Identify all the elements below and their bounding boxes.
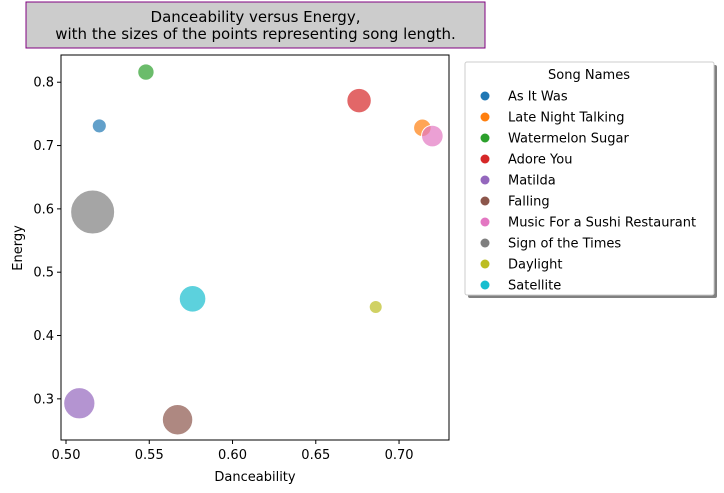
legend-marker: [480, 238, 490, 248]
plot-area: [60, 54, 450, 441]
legend-label: Sign of the Times: [508, 237, 621, 252]
legend-item: Satellite: [480, 279, 561, 294]
legend-item: Matilda: [480, 174, 556, 189]
legend-marker: [480, 154, 490, 164]
legend-item: Daylight: [480, 258, 562, 273]
x-axis-label: Danceability: [214, 470, 296, 485]
legend: Song Names As It Was Late Night Talking Wa…: [464, 61, 717, 298]
legend-item: Adore You: [480, 153, 572, 168]
legend-label: Matilda: [508, 174, 556, 189]
legend-item: As It Was: [480, 90, 568, 105]
legend-marker: [480, 259, 490, 269]
legend-marker: [480, 91, 490, 101]
data-point-10: [178, 284, 207, 313]
chart-title: Danceability versus Energy, with the siz…: [25, 1, 486, 49]
legend-marker: [480, 175, 490, 185]
legend-label: Satellite: [508, 279, 561, 294]
legend-label: Adore You: [508, 153, 572, 168]
data-point-5: [63, 387, 96, 420]
legend-label: Music For a Sushi Restaurant: [508, 216, 696, 231]
x-axis-ticks: 0.50 0.55 0.60 0.65 0.70: [52, 440, 414, 463]
data-point-1: [91, 118, 107, 134]
legend-title: Song Names: [548, 68, 630, 83]
legend-label: Late Night Talking: [508, 111, 625, 126]
y-tick-label: 0.7: [33, 139, 54, 154]
legend-label: Watermelon Sugar: [508, 132, 630, 147]
legend-item: Falling: [480, 195, 550, 210]
y-tick-label: 0.5: [33, 266, 54, 281]
y-tick-label: 0.4: [33, 329, 54, 344]
data-points: [63, 63, 444, 436]
y-tick-label: 0.3: [33, 392, 54, 407]
y-tick-label: 0.8: [33, 76, 54, 91]
legend-marker: [480, 217, 490, 227]
legend-items: As It Was Late Night Talking Watermelon Su…: [480, 90, 696, 294]
legend-box: [464, 61, 715, 296]
x-tick-label: 0.50: [52, 448, 81, 463]
chart-title-line-2: with the sizes of the points representin…: [55, 25, 456, 43]
legend-marker: [480, 133, 490, 143]
data-point-6: [161, 404, 194, 436]
chart-title-box: [25, 1, 486, 49]
chart-title-line-1: Danceability versus Energy,: [151, 8, 361, 26]
legend-marker: [480, 280, 490, 290]
x-tick-label: 0.60: [218, 448, 247, 463]
legend-item: Late Night Talking: [480, 111, 625, 126]
legend-item: Sign of the Times: [480, 237, 621, 252]
legend-item: Watermelon Sugar: [480, 132, 630, 147]
legend-item: Music For a Sushi Restaurant: [480, 216, 696, 231]
legend-label: Daylight: [508, 258, 562, 273]
legend-marker: [480, 112, 490, 122]
x-tick-label: 0.70: [385, 448, 414, 463]
x-tick-label: 0.65: [301, 448, 330, 463]
legend-marker: [480, 196, 490, 206]
data-point-8: [70, 189, 116, 235]
y-axis-label: Energy: [11, 225, 26, 271]
data-point-9: [368, 300, 383, 315]
x-tick-label: 0.55: [135, 448, 164, 463]
y-tick-label: 0.6: [33, 202, 54, 217]
y-axis-ticks: 0.3 0.4 0.5 0.6 0.7 0.8: [33, 76, 61, 407]
legend-label: Falling: [508, 195, 550, 210]
legend-label: As It Was: [508, 90, 568, 105]
data-point-4: [346, 87, 372, 114]
data-point-3: [137, 63, 155, 81]
data-point-7: [421, 124, 444, 148]
